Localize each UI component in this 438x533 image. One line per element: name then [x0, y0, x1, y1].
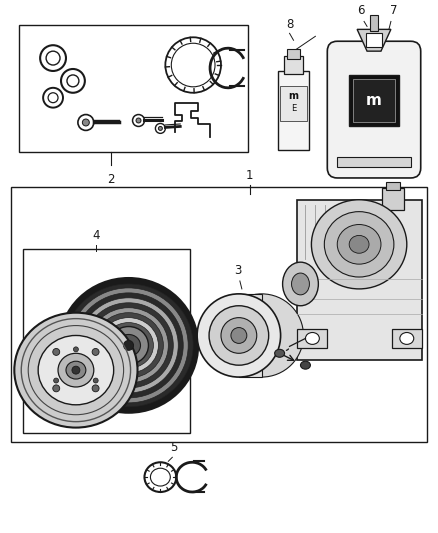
Ellipse shape [53, 349, 60, 356]
Bar [19, 26, 248, 152]
Ellipse shape [66, 361, 86, 379]
Bar [283, 56, 304, 74]
Ellipse shape [117, 335, 141, 356]
Ellipse shape [58, 353, 94, 387]
Ellipse shape [324, 212, 394, 277]
Ellipse shape [38, 335, 114, 405]
Ellipse shape [74, 347, 78, 352]
Bar [392, 328, 422, 349]
Text: 2: 2 [107, 173, 114, 186]
Text: 6: 6 [357, 4, 365, 18]
Ellipse shape [349, 236, 369, 253]
FancyBboxPatch shape [327, 41, 421, 178]
Ellipse shape [311, 200, 407, 289]
Text: 8: 8 [286, 18, 293, 31]
Ellipse shape [124, 341, 134, 350]
Polygon shape [357, 29, 391, 51]
Bar [366, 34, 382, 47]
Ellipse shape [221, 318, 257, 353]
Ellipse shape [136, 118, 141, 123]
Bar [278, 71, 309, 150]
Ellipse shape [99, 318, 159, 373]
Ellipse shape [53, 385, 60, 392]
Bar [382, 188, 404, 209]
Ellipse shape [59, 278, 198, 413]
Text: 3: 3 [234, 264, 242, 277]
Ellipse shape [220, 294, 304, 377]
Text: m: m [289, 91, 299, 101]
Bar [349, 75, 399, 126]
Ellipse shape [53, 378, 59, 383]
Ellipse shape [92, 349, 99, 356]
Ellipse shape [64, 284, 193, 407]
Ellipse shape [74, 293, 183, 398]
Ellipse shape [82, 119, 89, 126]
Text: 5: 5 [170, 441, 178, 454]
Polygon shape [239, 294, 262, 377]
Ellipse shape [305, 333, 319, 344]
Bar [370, 15, 378, 31]
Bar [23, 249, 190, 433]
Ellipse shape [79, 298, 178, 393]
Bar [286, 49, 300, 59]
Bar [11, 187, 427, 442]
Ellipse shape [300, 361, 311, 369]
Ellipse shape [104, 322, 153, 368]
Text: m: m [366, 93, 382, 108]
Ellipse shape [159, 126, 162, 131]
Ellipse shape [92, 385, 99, 392]
Text: E: E [291, 104, 296, 113]
Ellipse shape [283, 262, 318, 306]
Ellipse shape [337, 224, 381, 264]
Bar [297, 200, 422, 360]
Ellipse shape [275, 349, 285, 357]
Text: 1: 1 [246, 169, 254, 182]
Ellipse shape [69, 288, 188, 403]
Ellipse shape [109, 327, 148, 364]
Text: 4: 4 [92, 229, 99, 243]
Ellipse shape [231, 328, 247, 343]
Bar [279, 86, 307, 120]
Ellipse shape [93, 378, 98, 383]
Ellipse shape [72, 366, 80, 374]
Ellipse shape [94, 313, 163, 378]
Bar [386, 182, 400, 190]
Bar [353, 79, 395, 123]
Ellipse shape [84, 303, 173, 388]
Ellipse shape [14, 313, 138, 427]
Ellipse shape [197, 294, 281, 377]
Ellipse shape [209, 306, 268, 365]
Bar [297, 328, 327, 349]
Bar [337, 157, 411, 167]
Text: 7: 7 [390, 4, 398, 18]
Ellipse shape [292, 273, 309, 295]
Ellipse shape [89, 308, 168, 383]
Ellipse shape [400, 333, 414, 344]
